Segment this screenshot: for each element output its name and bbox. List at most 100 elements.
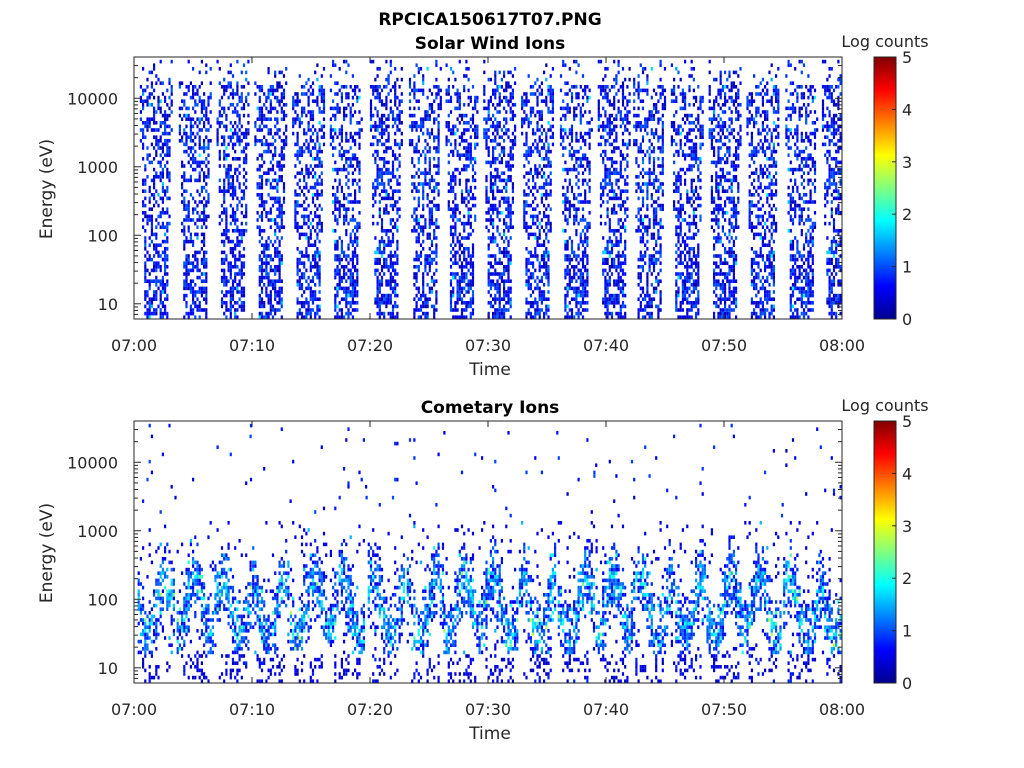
heatmap-cell [161, 301, 164, 305]
heatmap-cell [194, 293, 197, 298]
heatmap-cell [196, 189, 199, 193]
heatmap-cell [385, 207, 388, 211]
heatmap-cell [200, 211, 203, 215]
heatmap-cell [577, 103, 580, 107]
heatmap-cell [606, 139, 609, 143]
heatmap-cell [433, 311, 436, 316]
heatmap-cell [263, 243, 266, 247]
heatmap-cell [604, 88, 607, 93]
heatmap-cell [185, 92, 188, 96]
heatmap-cell [547, 164, 550, 168]
heatmap-cell [597, 128, 600, 132]
heatmap-cell [240, 265, 243, 269]
heatmap-cell [500, 297, 503, 301]
heatmap-cell [419, 297, 423, 301]
heatmap-cell [545, 232, 548, 237]
heatmap-cell [415, 304, 418, 309]
heatmap-cell [394, 200, 397, 204]
heatmap-cell [316, 250, 319, 255]
heatmap-cell [426, 67, 429, 71]
heatmap-cell [340, 257, 343, 262]
heatmap-cell [332, 135, 335, 139]
heatmap-cell [581, 157, 585, 161]
heatmap-cell [494, 106, 497, 111]
heatmap-cell [505, 88, 508, 93]
heatmap-cell [428, 160, 431, 165]
heatmap-cell [280, 203, 283, 208]
heatmap-cell [351, 218, 354, 222]
heatmap-cell [164, 110, 167, 114]
heatmap-cell [456, 297, 459, 301]
heatmap-cell [606, 308, 609, 312]
heatmap-cell [309, 286, 312, 291]
heatmap-cell [498, 203, 501, 208]
heatmap-cell [514, 142, 517, 147]
heatmap-cell [263, 135, 266, 139]
heatmap-cell [391, 113, 395, 118]
heatmap-cell [225, 85, 228, 89]
heatmap-cell [527, 311, 530, 316]
heatmap-cell [187, 225, 190, 229]
heatmap-cell [309, 135, 312, 139]
heatmap-cell [559, 128, 563, 132]
heatmap-cell [433, 99, 436, 103]
heatmap-cell [155, 268, 158, 273]
heatmap-cell [568, 257, 571, 262]
heatmap-cell [538, 135, 541, 139]
heatmap-cell [487, 110, 490, 114]
heatmap-cell [385, 99, 388, 103]
heatmap-cell [192, 218, 195, 222]
heatmap-cell [356, 160, 359, 165]
heatmap-cell [209, 95, 212, 100]
heatmap-cell [385, 103, 388, 107]
heatmap-cell [577, 164, 580, 168]
heatmap-cell [492, 279, 495, 283]
heatmap-cell [296, 95, 299, 100]
heatmap-cell [532, 92, 535, 96]
heatmap-cell [157, 99, 160, 103]
heatmap-cell [245, 95, 248, 100]
heatmap-cell [205, 164, 208, 168]
heatmap-cell [356, 85, 359, 89]
heatmap-cell [354, 268, 357, 273]
heatmap-cell [411, 88, 414, 93]
heatmap-cell [570, 157, 574, 161]
heatmap-cell [487, 77, 490, 82]
heatmap-cell [269, 211, 272, 215]
heatmap-cell [458, 182, 461, 186]
heatmap-cell [183, 92, 186, 96]
heatmap-cell [354, 110, 357, 114]
heatmap-cell [383, 157, 386, 161]
heatmap-cell [216, 59, 219, 64]
heatmap-cell [389, 243, 392, 247]
heatmap-cell [536, 275, 539, 280]
heatmap-cell [223, 211, 226, 215]
heatmap-cell [240, 139, 243, 143]
heatmap-cell [489, 279, 492, 283]
heatmap-cell [485, 200, 488, 204]
heatmap-cell [336, 243, 339, 247]
heatmap-cell [604, 301, 607, 305]
heatmap-cell [245, 221, 248, 226]
heatmap-cell [155, 139, 158, 143]
heatmap-cell [545, 261, 548, 265]
heatmap-cell [189, 193, 192, 197]
heatmap-cell [316, 193, 319, 197]
heatmap-cell [150, 178, 153, 183]
heatmap-cell [282, 185, 286, 190]
heatmap-cell [187, 311, 190, 316]
heatmap-cell [540, 81, 543, 85]
heatmap-cell [389, 311, 392, 316]
heatmap-cell [463, 214, 466, 219]
heatmap-cell [523, 121, 526, 125]
heatmap-cell [356, 293, 359, 298]
heatmap-cell [566, 268, 569, 273]
heatmap-cell [549, 189, 552, 193]
heatmap-cell [505, 196, 508, 201]
heatmap-cell [303, 301, 306, 305]
heatmap-cell [460, 131, 464, 136]
heatmap-cell [435, 117, 438, 121]
heatmap-cell [439, 103, 442, 107]
heatmap-cell [254, 81, 257, 85]
heatmap-cell [234, 185, 237, 190]
